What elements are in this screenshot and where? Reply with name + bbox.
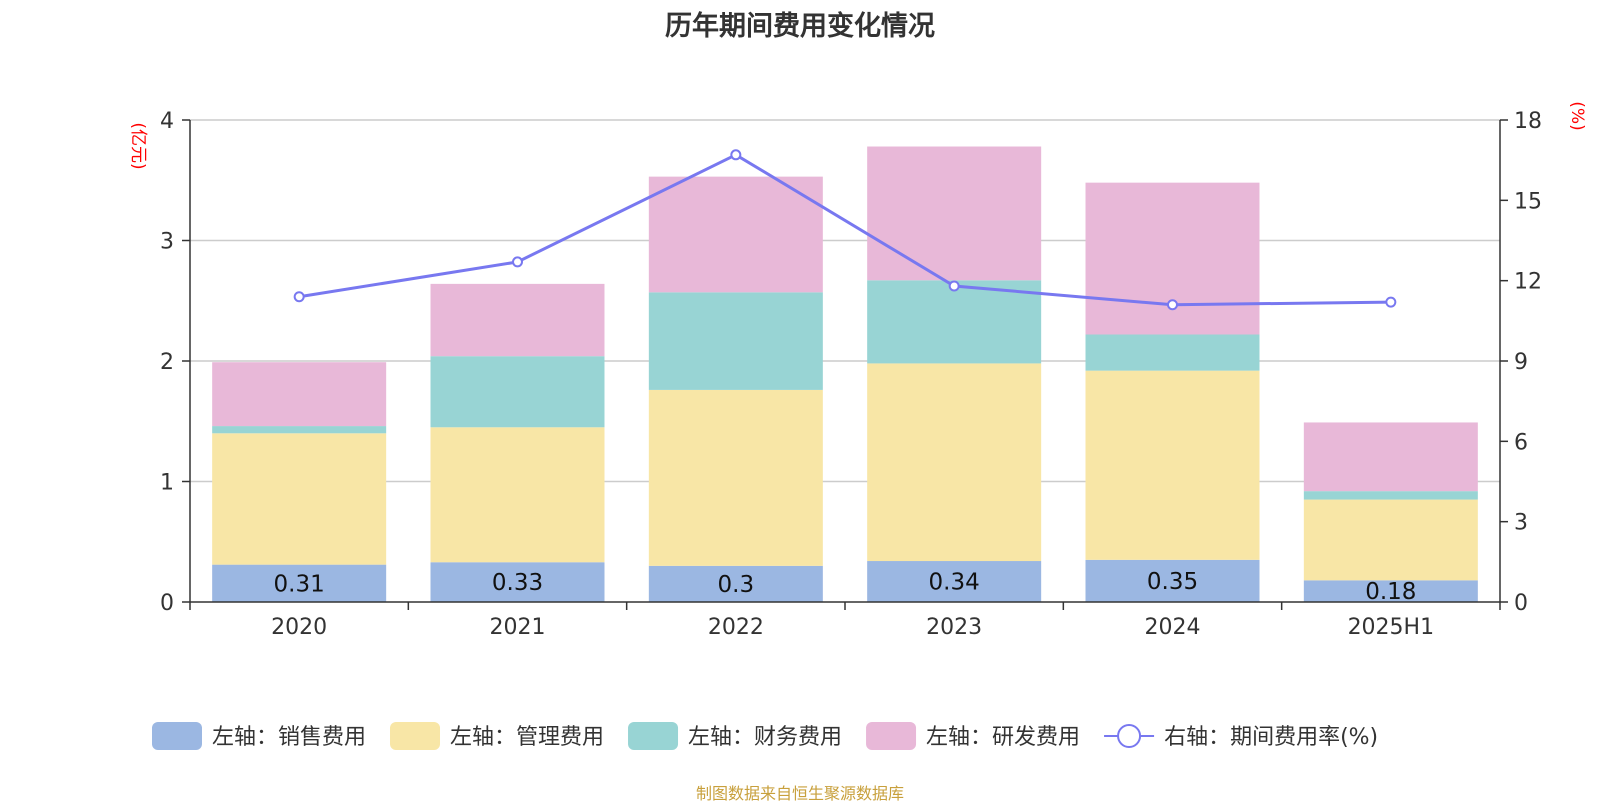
bar-segment — [1303, 422, 1478, 492]
rate-point — [948, 280, 960, 292]
bar-value-label: 0.34 — [929, 570, 980, 596]
legend-label: 右轴：期间费用率(%) — [1164, 725, 1378, 750]
right-axis-tick-label: 15 — [1514, 189, 1542, 214]
legend-label: 左轴：销售费用 — [212, 725, 366, 750]
right-axis-tick-label: 18 — [1514, 109, 1542, 134]
bar-segment — [1303, 491, 1478, 500]
x-axis-tick-label: 2021 — [490, 615, 546, 640]
left-axis-tick-label: 3 — [160, 230, 174, 255]
bar-segment — [212, 426, 387, 434]
rate-point — [1167, 299, 1178, 311]
left-axis-tick-label: 2 — [160, 350, 174, 375]
right-axis-tick-label: 0 — [1514, 591, 1528, 616]
bar-segment — [212, 433, 387, 565]
legend-swatch — [152, 722, 202, 750]
legend-swatch — [390, 722, 441, 750]
bar-segment — [1085, 334, 1260, 371]
right-axis-tick-label: 3 — [1514, 511, 1528, 536]
bar-segment — [648, 565, 823, 602]
x-axis-tick-label: 2024 — [1145, 615, 1201, 640]
bar-segment — [430, 562, 605, 602]
x-axis-tick-label: 2022 — [708, 615, 764, 640]
bar-segment — [648, 389, 823, 566]
bar-segment — [1085, 370, 1260, 560]
rate-point — [293, 291, 305, 303]
bar-segment — [1085, 182, 1260, 335]
bar-labels: 0.31 0.33 0.3 0.34 0.35 0.18 — [274, 569, 1417, 605]
bar-segment — [1085, 559, 1260, 602]
bar-value-label: 0.18 — [1365, 579, 1416, 605]
bar-segment — [1303, 580, 1478, 602]
legend-swatch — [866, 722, 917, 750]
right-axis-tick-label: 9 — [1514, 350, 1528, 375]
bar-segment — [212, 564, 387, 602]
legend-label: 左轴：管理费用 — [450, 725, 604, 750]
bar-segment — [1303, 499, 1478, 581]
bar-segment — [430, 283, 605, 357]
bar-segment — [430, 427, 605, 563]
bars — [212, 146, 1478, 602]
rate-line — [293, 149, 1397, 311]
rate-point — [512, 256, 523, 268]
bar-segment — [867, 280, 1042, 364]
bar-segment — [430, 356, 605, 428]
bar-segment — [648, 176, 823, 293]
grid-lines — [190, 119, 1500, 483]
left-axis-tick-label: 0 — [160, 591, 174, 616]
bar-segment — [867, 146, 1042, 281]
data-source: 制图数据来自恒生聚源数据库 — [695, 784, 904, 803]
bar-value-label: 0.33 — [492, 570, 543, 596]
left-axis-unit: (亿元) — [128, 122, 148, 169]
legend-label: 左轴：财务费用 — [688, 725, 842, 750]
legend-marker — [1117, 724, 1142, 748]
right-axis-tick-label: 6 — [1514, 430, 1528, 455]
legend-swatch — [628, 722, 679, 750]
right-axis-tick-label: 12 — [1514, 270, 1542, 295]
x-axis-tick-label: 2023 — [926, 615, 982, 640]
bar-segment — [648, 292, 823, 390]
bar-segment — [212, 362, 387, 427]
x-axis-tick-label: 2025H1 — [1348, 615, 1435, 640]
x-axis-tick-label: 2020 — [271, 615, 327, 640]
legend: 左轴：销售费用 左轴：管理费用 左轴：财务费用 左轴：研发费用 右轴：期间费用率(%) — [152, 722, 1378, 750]
bar-value-label: 0.31 — [274, 571, 325, 597]
bar-value-label: 0.3 — [718, 572, 755, 598]
bar-segment — [867, 363, 1042, 562]
legend-label: 左轴：研发费用 — [926, 725, 1080, 750]
left-axis-tick-label: 1 — [160, 471, 174, 496]
rate-point — [730, 149, 742, 161]
bar-value-label: 0.35 — [1147, 569, 1198, 595]
bar-segment — [867, 561, 1042, 602]
rate-point — [1385, 296, 1397, 308]
chart-title: 历年期间费用变化情况 — [665, 11, 935, 42]
rate-line-path — [298, 153, 1391, 307]
right-axis-unit: (%) — [1567, 101, 1587, 130]
left-axis-tick-label: 4 — [160, 109, 174, 134]
